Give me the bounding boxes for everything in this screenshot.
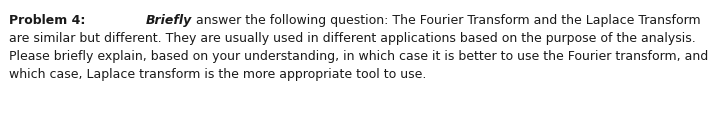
Text: Briefly: Briefly <box>145 14 192 27</box>
Text: Please briefly explain, based on your understanding, in which case it is better : Please briefly explain, based on your un… <box>9 50 708 62</box>
Text: which case, Laplace transform is the more appropriate tool to use.: which case, Laplace transform is the mor… <box>9 67 426 80</box>
Text: Problem 4:: Problem 4: <box>9 14 86 27</box>
Text: answer the following question: The Fourier Transform and the Laplace Transform: answer the following question: The Fouri… <box>192 14 700 27</box>
Text: are similar but different. They are usually used in different applications based: are similar but different. They are usua… <box>9 32 696 45</box>
